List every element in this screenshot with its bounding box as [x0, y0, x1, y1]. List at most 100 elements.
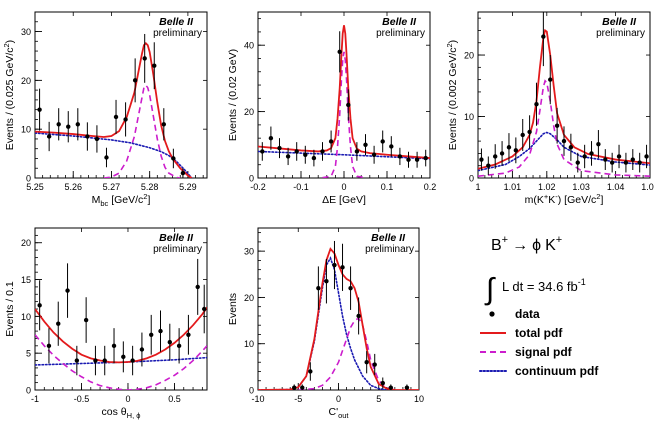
data-point: [94, 136, 100, 142]
legend-data-marker: [489, 311, 495, 317]
x-tick-label: 0.1: [381, 182, 394, 192]
continuum-pdf-curve: [258, 150, 430, 160]
data-point: [423, 155, 428, 161]
svg-text:∫: ∫: [484, 273, 496, 306]
signal-pdf-curve: [35, 334, 207, 390]
y-tick-label: 0: [26, 174, 31, 184]
belle-ii-label: Belle II: [159, 232, 194, 244]
legend-label: data: [515, 307, 540, 321]
panel-mkk: 1 1.01 1.02 1.03 1.04 1.05 0 10 20 Belle IIprelim…: [445, 11, 654, 206]
data-point: [493, 154, 498, 159]
x-tick-label: 10: [414, 394, 424, 404]
data-point: [404, 385, 410, 390]
x-tick-label: -5: [294, 394, 302, 404]
data-point: [139, 347, 145, 352]
legend-item: total pdf: [480, 326, 563, 340]
data-point: [83, 317, 89, 323]
x-tick-label: 5.28: [141, 182, 159, 192]
data-point: [499, 151, 505, 156]
y-tick-label: 20: [464, 51, 474, 61]
data-point: [582, 154, 587, 159]
y-axis-label: Events / 0.1: [4, 281, 16, 337]
data-point: [46, 134, 52, 139]
y-tick-label: 10: [464, 112, 474, 122]
preliminary-label: preliminary: [153, 28, 202, 39]
data-point: [324, 279, 329, 284]
data-point: [308, 369, 313, 374]
x-tick-label: 0: [336, 394, 341, 404]
data-point: [186, 332, 191, 337]
x-tick-label: 1.01: [504, 182, 522, 192]
svg-text:B+→ϕK+: B+ → ϕ K+: [491, 234, 562, 254]
signal-pdf-curve: [322, 51, 366, 178]
data-point: [637, 160, 642, 165]
continuum-pdf-curve: [35, 356, 207, 366]
y-tick-label: 0: [469, 174, 474, 184]
y-tick-label: 5: [26, 349, 31, 359]
x-tick-label: 1.02: [538, 182, 556, 192]
plot-area: [478, 12, 650, 177]
data-point: [268, 135, 274, 141]
data-point: [337, 49, 342, 55]
data-point: [406, 157, 411, 162]
data-point: [311, 155, 317, 161]
data-point: [285, 154, 291, 159]
data-point: [354, 149, 360, 154]
data-point: [65, 288, 70, 293]
data-point: [513, 148, 519, 153]
x-tick-label: -1: [31, 394, 39, 404]
data-point: [534, 102, 539, 107]
data-point: [130, 358, 135, 363]
data-point: [294, 149, 299, 154]
total-pdf-curve: [258, 247, 419, 390]
y-tick-label: 10: [244, 339, 254, 349]
data-point: [56, 122, 61, 127]
data-point: [589, 151, 594, 156]
data-point: [520, 132, 525, 138]
data-point: [167, 339, 173, 345]
data-point: [372, 362, 377, 367]
x-tick-label: 5.26: [64, 182, 82, 192]
data-point: [303, 152, 308, 157]
decay-formula: B+ → ϕ K+: [491, 234, 562, 254]
data-point: [348, 285, 353, 291]
signal-pdf-curve: [103, 83, 181, 178]
data-point: [316, 285, 321, 291]
y-tick-label: 30: [21, 27, 31, 37]
data-point: [506, 145, 512, 150]
y-tick-label: 20: [21, 238, 31, 248]
plot-area: [35, 33, 193, 178]
data-point: [527, 129, 532, 135]
data-point: [548, 77, 553, 82]
plot-frame: [477, 11, 651, 179]
data-point: [388, 385, 394, 390]
data-point: [158, 328, 163, 334]
legend-item: signal pdf: [480, 345, 573, 359]
data-point: [195, 284, 200, 290]
data-point: [142, 56, 147, 61]
data-point: [74, 358, 80, 363]
data-point: [93, 358, 98, 363]
y-tick-label: 20: [244, 107, 254, 117]
data-point: [75, 122, 81, 127]
data-point: [616, 154, 622, 159]
belle-ii-label: Belle II: [602, 16, 637, 28]
x-tick-label: 0.5: [168, 394, 181, 404]
plot-area: [35, 258, 207, 390]
data-point: [46, 343, 52, 349]
data-point: [340, 265, 345, 270]
x-tick-label: -0.5: [74, 394, 90, 404]
data-point: [356, 313, 361, 319]
x-tick-label: 5.25: [26, 182, 44, 192]
data-point: [609, 160, 615, 165]
signal-pdf-curve: [478, 79, 650, 177]
y-tick-label: 10: [21, 312, 31, 322]
data-point: [644, 154, 649, 159]
plot-area: [258, 240, 419, 390]
data-point: [104, 155, 109, 160]
x-axis-label: Mbc [GeV/c2]: [92, 192, 151, 208]
data-point: [371, 152, 377, 157]
legend-label: signal pdf: [515, 345, 573, 359]
y-tick-label: 0: [26, 386, 31, 396]
